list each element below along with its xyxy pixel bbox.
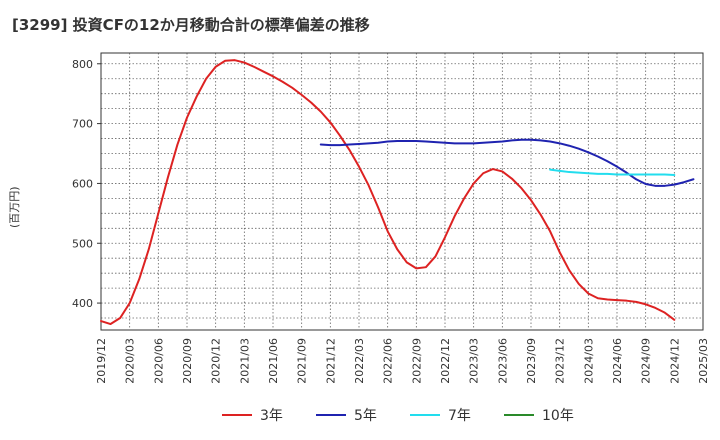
x-tick-label: 2021/06	[267, 338, 280, 384]
x-tick-label: 2023/12	[554, 338, 567, 384]
tick-labels: 2019/12 2020/03 2020/06 2020/09 2020/12 2021/…	[72, 58, 710, 384]
x-tick-label: 2025/03	[697, 338, 710, 384]
x-tick-label: 2024/06	[611, 338, 624, 384]
series-line-0	[100, 59, 676, 326]
x-tick-label: 2019/12	[95, 338, 108, 384]
legend-item-2: 7年	[410, 404, 471, 426]
grid	[101, 53, 703, 330]
series-lines	[100, 59, 695, 326]
legend-swatch	[222, 414, 252, 416]
x-tick-label: 2020/09	[181, 338, 194, 384]
y-tick-label: 800	[72, 58, 93, 71]
legend-item-1: 5年	[316, 404, 377, 426]
x-tick-label: 2022/09	[410, 338, 423, 384]
legend-swatch	[316, 414, 346, 416]
x-tick-label: 2021/03	[238, 338, 251, 384]
x-tick-label: 2024/03	[582, 338, 595, 384]
plot-frame	[100, 52, 704, 331]
legend-swatch	[504, 414, 534, 416]
legend-item-0: 3年	[222, 404, 283, 426]
legend-label: 5年	[354, 408, 377, 424]
x-tick-label: 2022/03	[353, 338, 366, 384]
x-tick-label: 2021/12	[324, 338, 337, 384]
legend-swatch	[410, 414, 440, 416]
x-tick-label: 2023/03	[468, 338, 481, 384]
legend: 3年 5年 7年 10年	[0, 404, 720, 426]
axes	[97, 52, 704, 331]
x-tick-label: 2021/09	[296, 338, 309, 384]
x-tick-label: 2020/06	[152, 338, 165, 384]
legend-item-3: 10年	[504, 404, 574, 426]
x-tick-label: 2024/09	[640, 338, 653, 384]
series-line-2	[549, 168, 676, 177]
x-tick-label: 2023/09	[525, 338, 538, 384]
x-tick-label: 2022/12	[439, 338, 452, 384]
y-tick-label: 600	[72, 177, 93, 190]
x-tick-label: 2024/12	[668, 338, 681, 384]
plot-area	[101, 53, 703, 330]
series-line-1	[319, 138, 695, 187]
chart-title: [3299] 投資CFの12か月移動合計の標準偏差の推移	[12, 16, 370, 34]
y-tick-label: 500	[72, 237, 93, 250]
x-tick-label: 2020/03	[124, 338, 137, 384]
x-tick-label: 2022/06	[382, 338, 395, 384]
legend-label: 7年	[448, 408, 471, 424]
legend-label: 10年	[542, 408, 574, 424]
y-tick-label: 700	[72, 118, 93, 131]
legend-label: 3年	[260, 408, 283, 424]
x-tick-label: 2023/06	[496, 338, 509, 384]
y-tick-label: 400	[72, 297, 93, 310]
x-tick-label: 2020/12	[210, 338, 223, 384]
